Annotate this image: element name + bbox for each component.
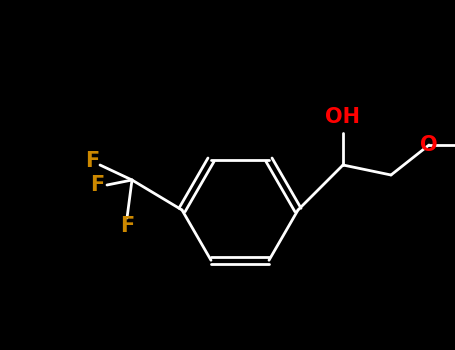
Text: F: F (120, 216, 134, 236)
Text: F: F (85, 151, 99, 171)
Text: O: O (420, 135, 438, 155)
Text: F: F (90, 175, 104, 195)
Text: OH: OH (325, 107, 360, 127)
